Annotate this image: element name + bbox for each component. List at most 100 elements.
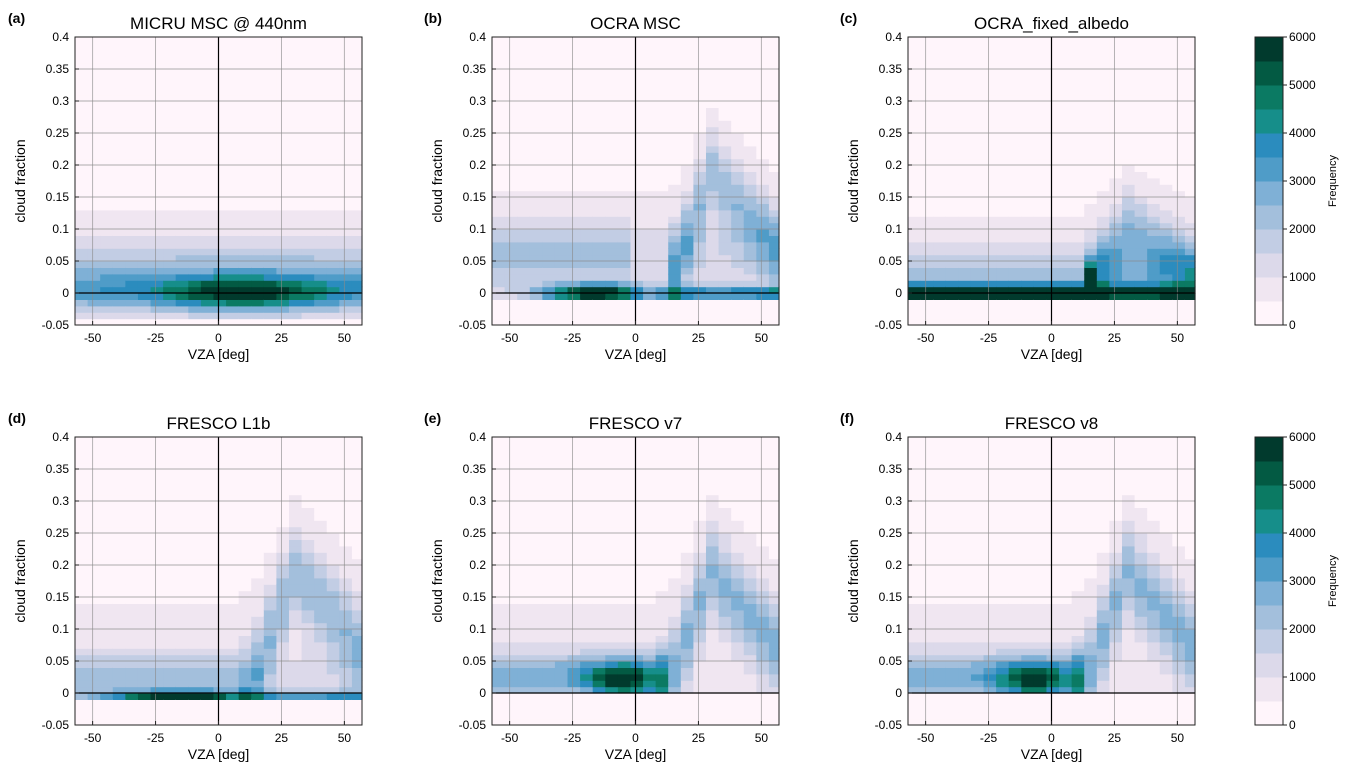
heatmap-cell — [958, 178, 971, 185]
heatmap-cell — [1072, 82, 1085, 89]
heatmap-cell — [88, 533, 101, 540]
heatmap-cell — [88, 475, 101, 482]
heatmap-cell — [176, 501, 189, 508]
heatmap-cell — [75, 43, 88, 50]
heatmap-cell — [1097, 50, 1110, 57]
heatmap-cell — [1122, 248, 1135, 255]
heatmap-cell — [264, 299, 277, 306]
heatmap-cell — [958, 133, 971, 140]
heatmap-cell — [706, 210, 719, 217]
heatmap-cell — [314, 248, 327, 255]
heatmap-cell — [75, 674, 88, 681]
heatmap-cell — [302, 507, 315, 514]
heatmap-cell — [1172, 69, 1185, 76]
heatmap-cell — [568, 267, 581, 274]
heatmap-cell — [681, 280, 694, 287]
heatmap-cell — [1046, 242, 1059, 249]
heatmap-cell — [505, 674, 518, 681]
heatmap-cell — [555, 501, 568, 508]
heatmap-cell — [213, 184, 226, 191]
heatmap-cell — [188, 280, 201, 287]
heatmap-cell — [201, 635, 214, 642]
heatmap-cell — [946, 229, 959, 236]
heatmap-cell — [163, 120, 176, 127]
heatmap-cell — [163, 274, 176, 281]
heatmap-cell — [239, 299, 252, 306]
y-tick-label: 0.25 — [463, 126, 487, 140]
heatmap-cell — [201, 133, 214, 140]
heatmap-cell — [605, 706, 618, 713]
heatmap-cell — [163, 443, 176, 450]
heatmap-cell — [984, 248, 997, 255]
heatmap-cell — [1185, 101, 1196, 108]
heatmap-cell — [971, 165, 984, 172]
heatmap-cell — [1172, 152, 1185, 159]
heatmap-cell — [251, 648, 264, 655]
heatmap-cell — [593, 661, 606, 668]
heatmap-cell — [1084, 82, 1097, 89]
heatmap-cell — [1147, 120, 1160, 127]
y-tick-label: 0.4 — [469, 30, 486, 44]
heatmap-cell — [176, 488, 189, 495]
heatmap-cell — [327, 661, 340, 668]
heatmap-cell — [1147, 203, 1160, 210]
heatmap-cell — [1046, 178, 1059, 185]
heatmap-cell — [933, 95, 946, 102]
heatmap-cell — [605, 546, 618, 553]
heatmap-cell — [706, 242, 719, 249]
heatmap-cell — [580, 107, 593, 114]
heatmap-cell — [731, 216, 744, 223]
heatmap-cell — [88, 139, 101, 146]
heatmap-cell — [314, 165, 327, 172]
heatmap-cell — [618, 146, 631, 153]
heatmap-cell — [88, 210, 101, 217]
heatmap-cell — [1135, 235, 1148, 242]
heatmap-cell — [1172, 56, 1185, 63]
heatmap-cell — [314, 242, 327, 249]
heatmap-cell — [568, 280, 581, 287]
heatmap-cell — [542, 514, 555, 521]
heatmap-cell — [276, 437, 289, 444]
heatmap-cell — [580, 443, 593, 450]
heatmap-cell — [1021, 120, 1034, 127]
heatmap-cell — [744, 82, 757, 89]
heatmap-cell — [88, 37, 101, 44]
heatmap-cell — [264, 578, 277, 585]
heatmap-cell — [618, 610, 631, 617]
heatmap-cell — [75, 501, 88, 508]
heatmap-cell — [239, 501, 252, 508]
heatmap-cell — [113, 629, 126, 636]
heatmap-cell — [517, 706, 530, 713]
heatmap-cell — [568, 306, 581, 313]
heatmap-cell — [352, 120, 363, 127]
heatmap-cell — [100, 514, 113, 521]
heatmap-cell — [188, 114, 201, 121]
heatmap-cell — [302, 469, 315, 476]
heatmap-cell — [100, 546, 113, 553]
heatmap-cell — [555, 101, 568, 108]
heatmap-cell — [568, 533, 581, 540]
heatmap-cell — [251, 475, 264, 482]
heatmap-cell — [75, 610, 88, 617]
heatmap-cell — [264, 456, 277, 463]
heatmap-cell — [151, 56, 164, 63]
heatmap-cell — [138, 584, 151, 591]
heatmap-cell — [946, 43, 959, 50]
heatmap-cell — [339, 533, 352, 540]
heatmap-cell — [226, 184, 239, 191]
heatmap-cell — [75, 69, 88, 76]
heatmap-cell — [352, 578, 363, 585]
x-tick-label: -25 — [980, 331, 998, 345]
heatmap-cell — [100, 139, 113, 146]
heatmap-cell — [1122, 146, 1135, 153]
heatmap-cell — [239, 450, 252, 457]
heatmap-cell — [756, 210, 769, 217]
heatmap-cell — [264, 437, 277, 444]
heatmap-cell — [100, 443, 113, 450]
heatmap-cell — [1172, 146, 1185, 153]
heatmap-cell — [289, 267, 302, 274]
heatmap-cell — [731, 82, 744, 89]
heatmap-cell — [314, 312, 327, 319]
heatmap-cell — [1072, 107, 1085, 114]
heatmap-cell — [352, 95, 363, 102]
